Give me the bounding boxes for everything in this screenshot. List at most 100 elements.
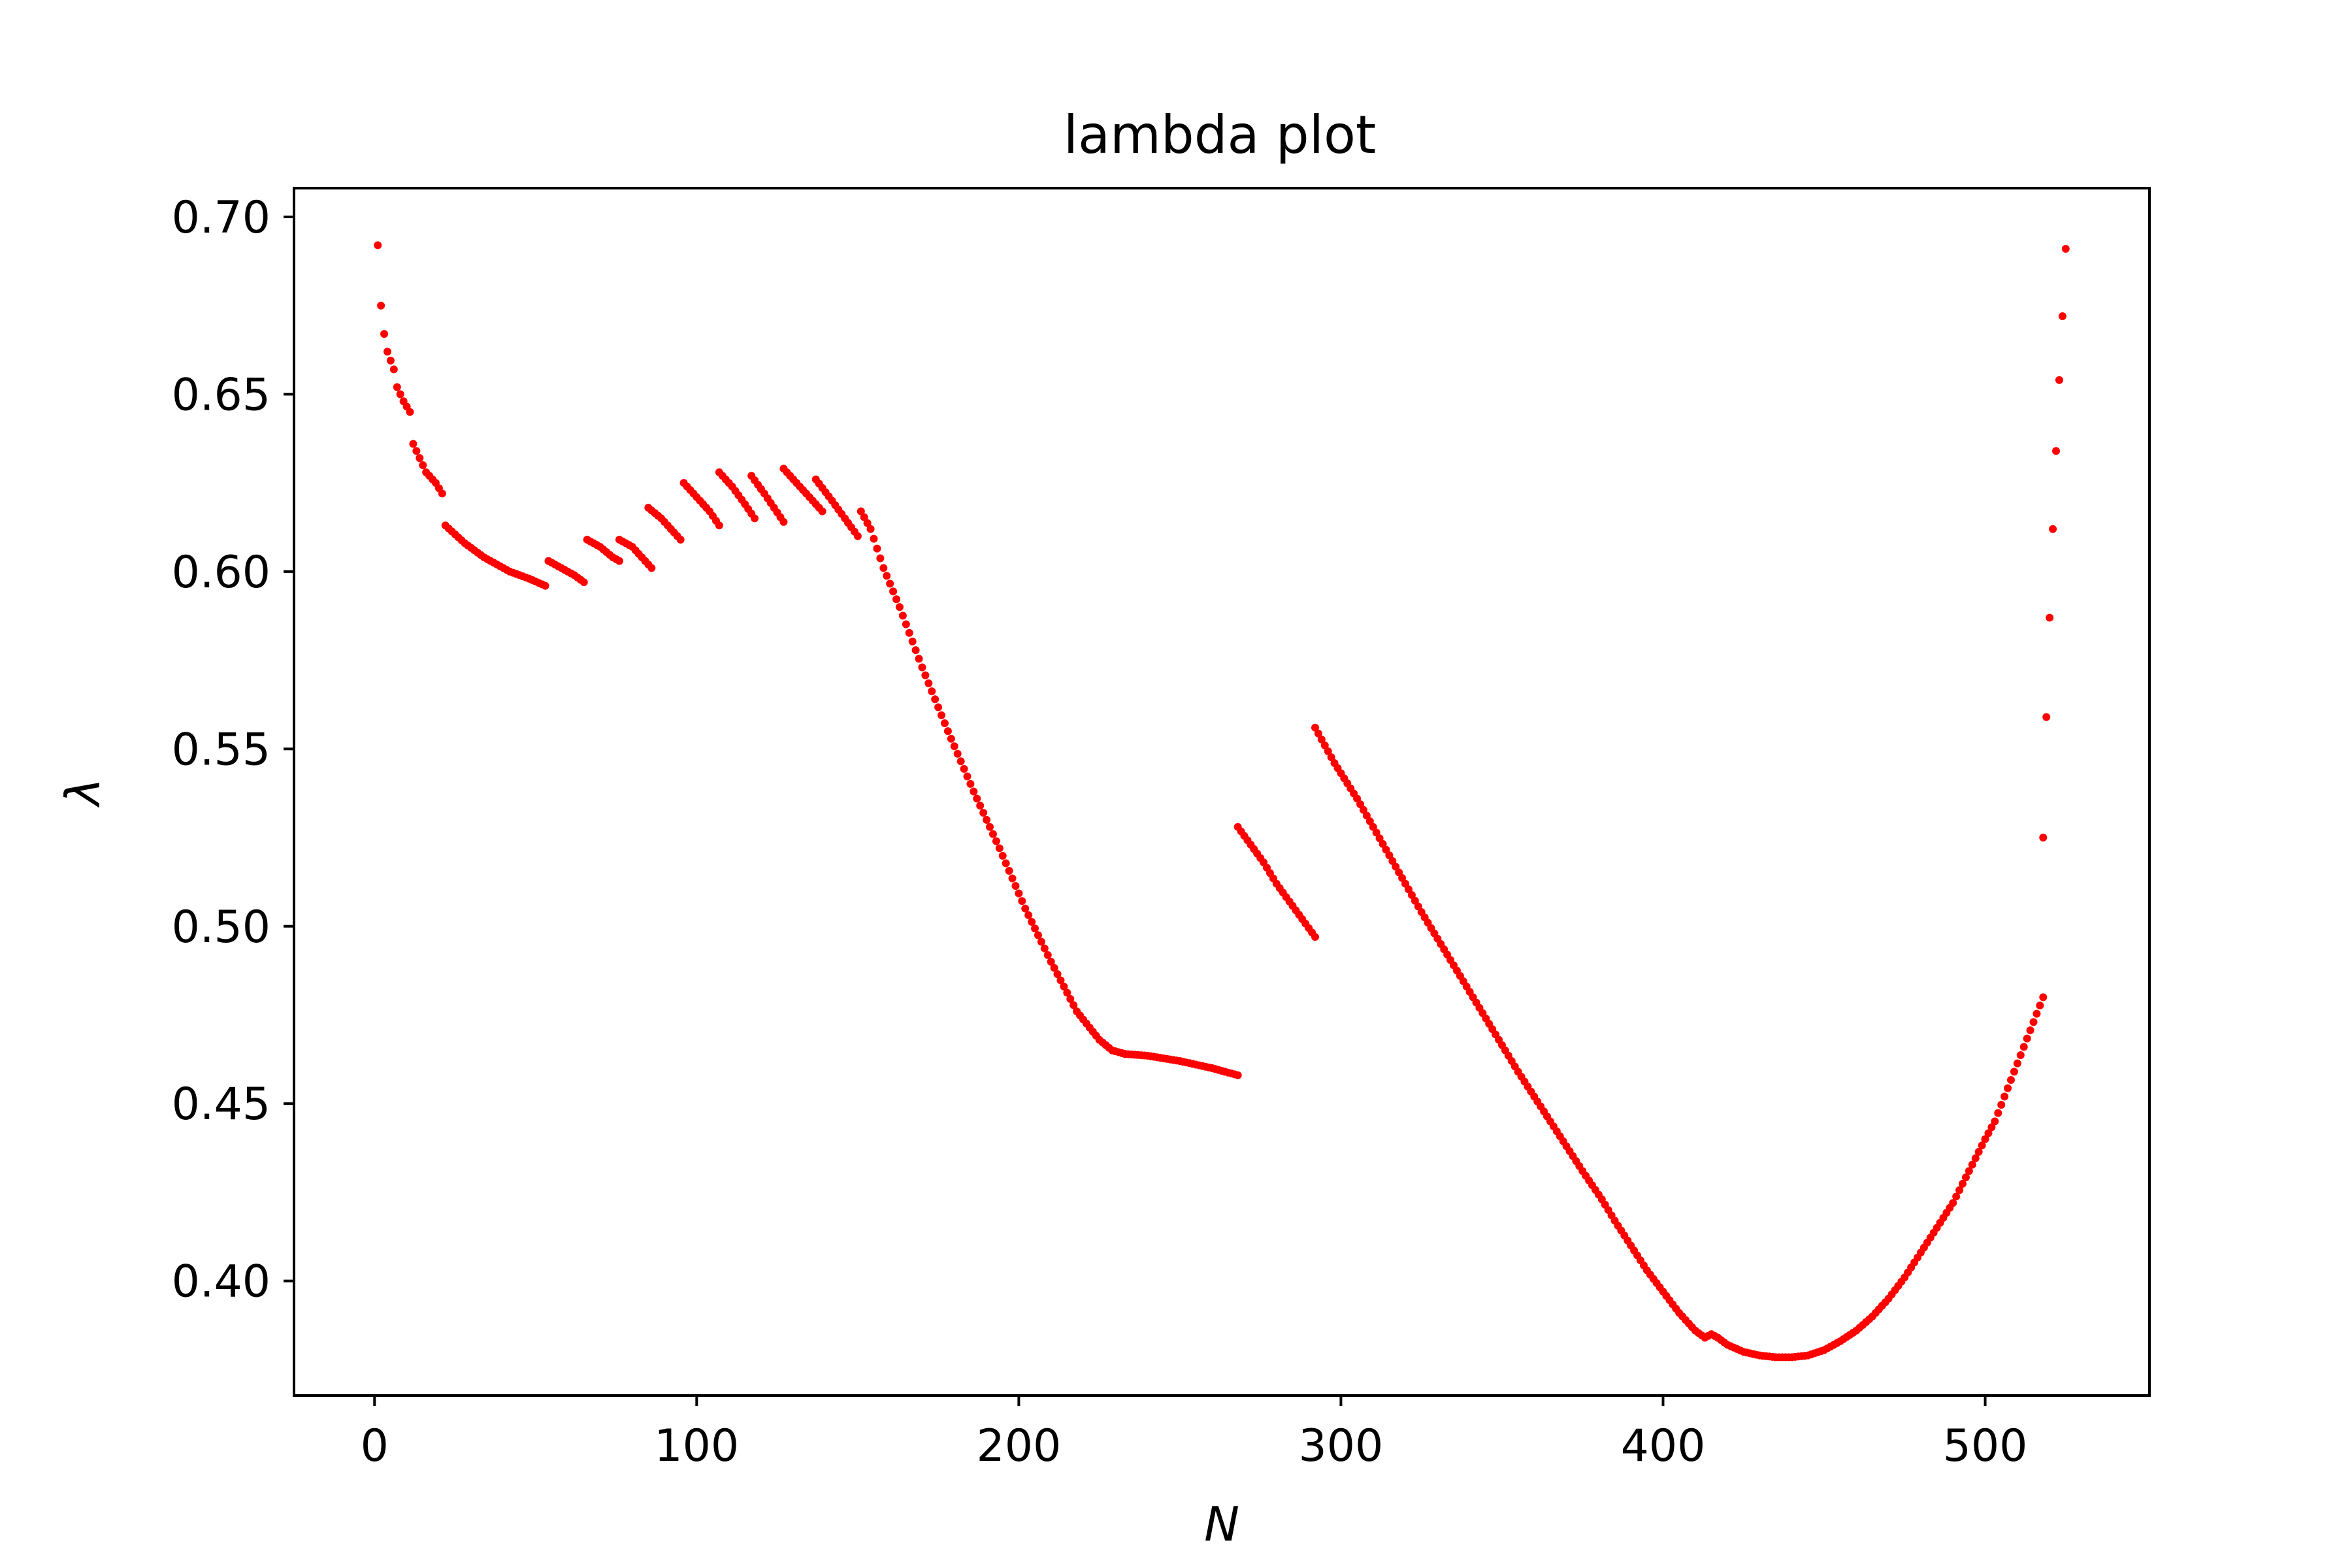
data-point [2013, 1059, 2021, 1068]
y-tick-label: 0.50 [172, 902, 270, 953]
data-point [1971, 1154, 1980, 1162]
data-point [1011, 882, 1020, 890]
y-axis-label: λ [56, 778, 110, 809]
data-point [976, 802, 985, 810]
data-point [1005, 866, 1013, 875]
data-point [1398, 874, 1407, 882]
data-point [1949, 1199, 1957, 1207]
data-point [751, 514, 759, 523]
data-point [960, 764, 968, 773]
x-axis: 0 100 200 300 400 500 [361, 1396, 2027, 1472]
data-point [1008, 874, 1017, 883]
data-point [1056, 976, 1065, 985]
data-point [1066, 995, 1075, 1004]
data-point [860, 513, 868, 521]
data-point [973, 794, 981, 803]
data-point [915, 655, 923, 663]
data-point [383, 348, 391, 356]
y-tick-label: 0.65 [172, 369, 270, 421]
data-point [412, 447, 421, 455]
data-point [2046, 613, 2054, 622]
data-point [409, 440, 417, 448]
data-point [1021, 904, 1030, 913]
data-point [1063, 988, 1071, 997]
data-point [940, 719, 949, 727]
chart-title: lambda plot [1064, 105, 1377, 165]
data-point [393, 383, 401, 391]
x-axis-label: N [1204, 1497, 1239, 1552]
data-point [1024, 911, 1033, 919]
data-point [541, 581, 549, 590]
x-tick-label: 300 [1299, 1420, 1384, 1472]
data-point [2061, 244, 2070, 253]
data-point [1379, 840, 1387, 848]
data-point [986, 823, 994, 831]
data-point [853, 532, 862, 540]
data-point [1031, 924, 1039, 933]
data-point [1411, 896, 1419, 905]
data-point [934, 703, 943, 711]
x-tick-label: 0 [361, 1420, 389, 1472]
data-point [902, 620, 910, 629]
data-point [1053, 970, 1062, 979]
data-point [1414, 902, 1422, 911]
data-point [406, 408, 414, 416]
data-point [1404, 885, 1413, 894]
x-tick-label: 200 [976, 1420, 1061, 1472]
data-point [1369, 823, 1377, 831]
data-point [953, 749, 962, 758]
data-point [1952, 1192, 1961, 1201]
data-point [1974, 1148, 1983, 1156]
data-point [2049, 525, 2057, 533]
data-point [1327, 753, 1335, 761]
y-tick-label: 0.40 [172, 1256, 270, 1308]
data-point [1407, 890, 1416, 899]
data-point [1385, 851, 1394, 860]
y-tick-label: 0.60 [172, 547, 270, 598]
data-point [886, 580, 894, 588]
data-point [1015, 889, 1023, 898]
data-point [873, 544, 881, 553]
data-point [1392, 862, 1400, 871]
data-point [898, 612, 907, 620]
data-point [1324, 747, 1332, 755]
data-point [1984, 1129, 1993, 1137]
data-point [2036, 1002, 2044, 1010]
data-point [2016, 1051, 2025, 1060]
data-point [988, 830, 997, 838]
y-tick-label: 0.70 [172, 192, 270, 244]
data-point [615, 557, 623, 565]
data-point [876, 554, 885, 563]
data-point [2023, 1034, 2031, 1043]
data-point [1233, 1071, 1242, 1079]
data-point [1317, 735, 1326, 743]
data-point [931, 695, 939, 704]
data-point [1356, 800, 1365, 809]
data-point [1060, 983, 1068, 991]
data-point [1372, 828, 1380, 837]
data-point [1401, 879, 1410, 888]
data-point [950, 742, 958, 751]
data-point [1382, 845, 1390, 854]
data-point [1994, 1109, 2002, 1117]
data-point [1043, 951, 1052, 959]
data-point [970, 787, 978, 796]
data-point [1362, 811, 1371, 820]
data-point [956, 757, 965, 766]
data-point [1395, 868, 1403, 877]
data-point [389, 365, 398, 374]
data-point [779, 517, 788, 526]
data-point [1959, 1179, 1967, 1188]
data-point [1070, 1001, 1078, 1009]
data-point [1961, 1173, 1970, 1182]
data-point [1965, 1167, 1973, 1175]
data-point [1037, 938, 1045, 946]
data-point [2026, 1026, 2034, 1035]
data-point [992, 837, 1000, 845]
data-point [818, 507, 826, 515]
y-tick-label: 0.55 [172, 724, 270, 776]
data-point [377, 301, 385, 310]
data-point [911, 646, 920, 655]
